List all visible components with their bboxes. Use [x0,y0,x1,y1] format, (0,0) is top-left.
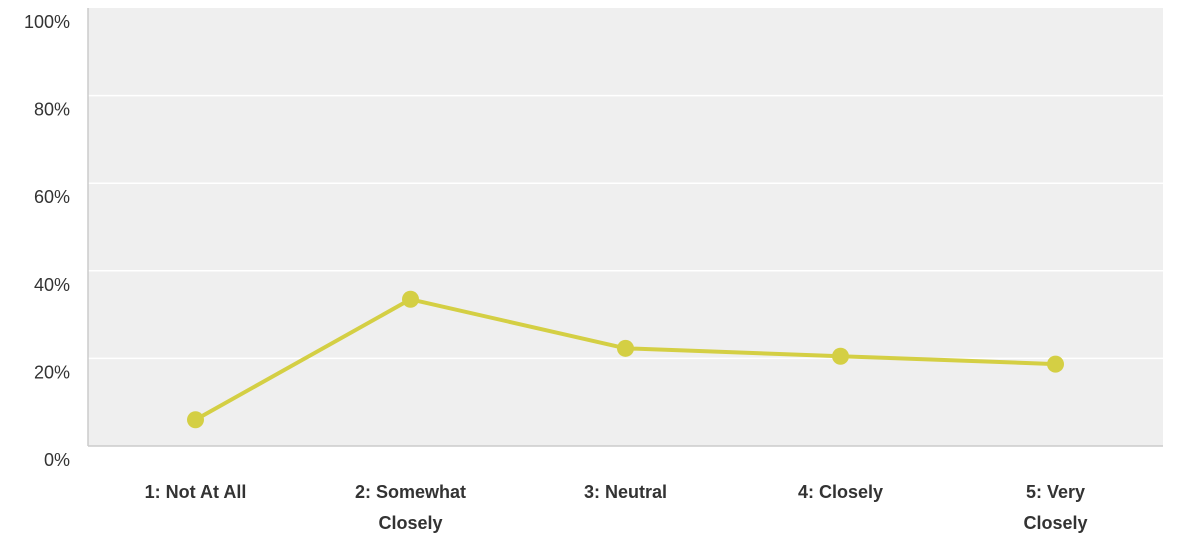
y-tick-label: 20% [34,362,70,382]
plot-area [88,8,1163,446]
y-tick-label: 60% [34,187,70,207]
x-tick-label: 4: Closely [798,482,883,502]
y-tick-label: 100% [24,12,70,32]
data-point[interactable] [402,290,419,308]
x-axis-ticks: 1: Not At All 2: Somewhat Closely 3: Neutra… [145,482,1088,533]
y-tick-label: 0% [44,450,70,470]
gridlines [88,94,1163,360]
x-tick-label: 5: Very Closely [1023,482,1087,533]
data-point[interactable] [832,347,849,365]
x-tick-label: 1: Not At All [145,482,247,502]
data-point[interactable] [617,339,634,357]
y-axis-ticks: 0% 20% 40% 60% 80% 100% [24,12,70,470]
data-point[interactable] [1047,355,1064,373]
x-tick-label: 3: Neutral [584,482,667,502]
series-group [187,290,1064,429]
data-point[interactable] [187,411,204,429]
x-tick-label: 2: Somewhat Closely [355,482,466,533]
y-tick-label: 80% [34,100,70,120]
y-tick-label: 40% [34,275,70,295]
